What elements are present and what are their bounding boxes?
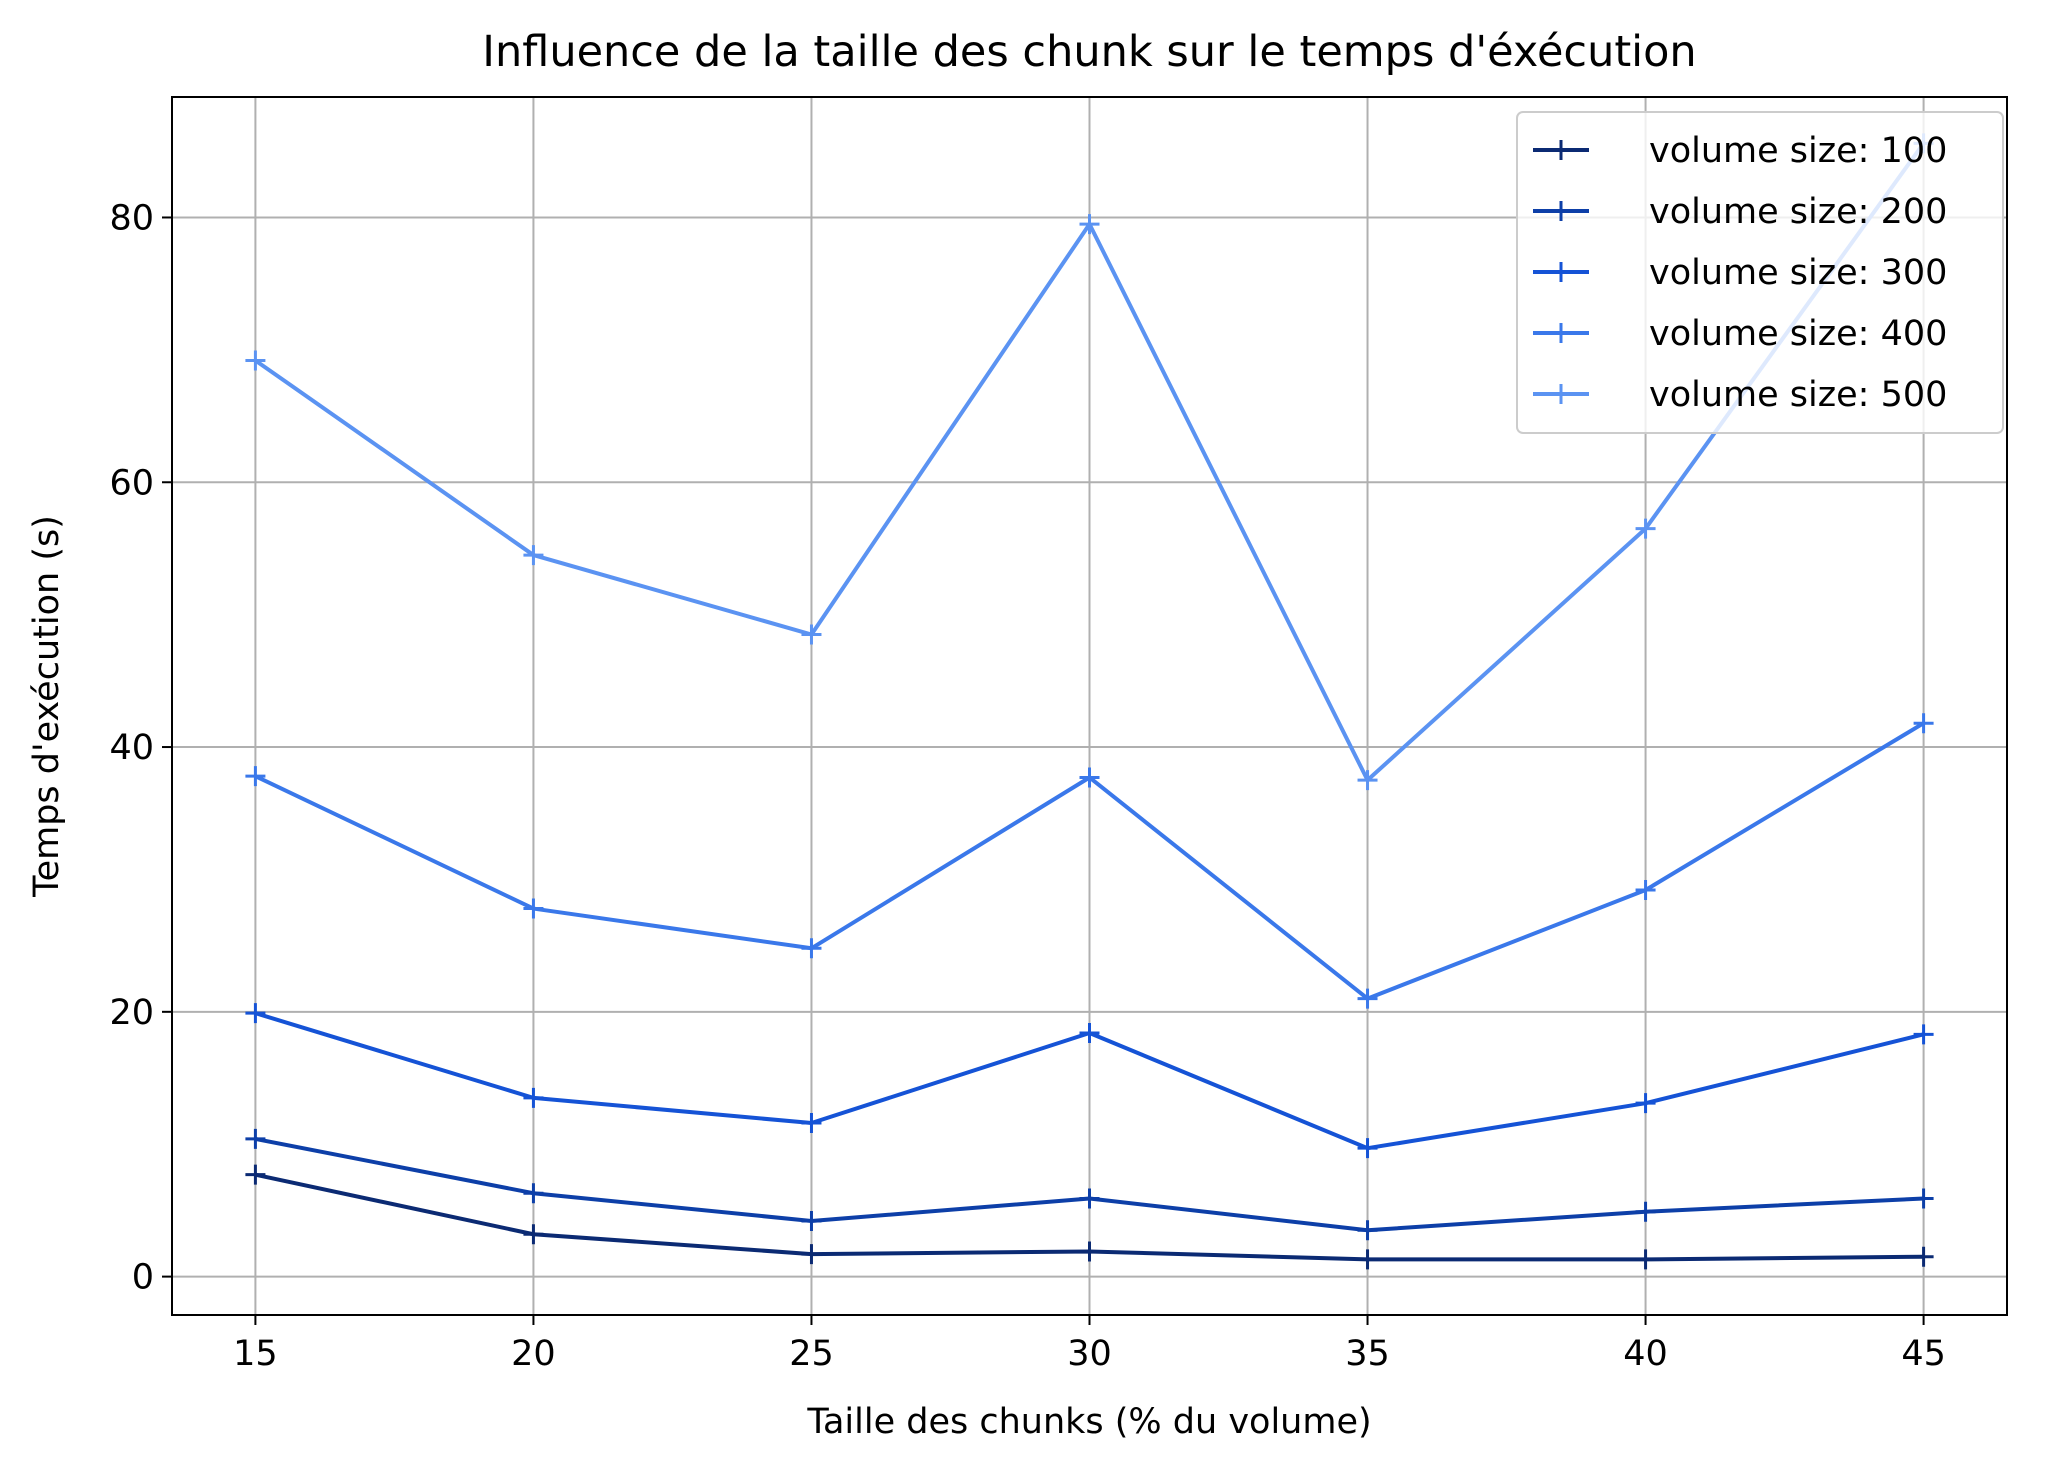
- legend-box: [1516, 111, 2004, 434]
- data-point-marker: [801, 1113, 822, 1134]
- data-point-marker: [1357, 988, 1378, 1009]
- y-tick-label: 40: [109, 728, 154, 768]
- legend-label: volume size: 400: [1649, 314, 1947, 354]
- data-point-marker: [1635, 1249, 1656, 1270]
- data-point-marker: [1635, 1201, 1656, 1222]
- legend: volume size: 100 volume size: 200 volume s…: [1516, 111, 2004, 434]
- x-tick-label: 15: [233, 1334, 278, 1374]
- data-point-marker: [1079, 1188, 1100, 1209]
- x-tick-label: 25: [789, 1334, 834, 1374]
- data-point-marker: [1357, 1220, 1378, 1241]
- data-point-marker: [245, 766, 266, 787]
- data-point-marker: [1357, 1138, 1378, 1159]
- data-point-marker: [1079, 1241, 1100, 1262]
- data-point-marker: [523, 545, 544, 566]
- y-tick-label: 60: [109, 463, 154, 503]
- data-point-marker: [801, 1211, 822, 1231]
- data-point-marker: [245, 1003, 266, 1024]
- data-point-marker: [1635, 518, 1656, 539]
- series-lines: [245, 133, 1934, 1270]
- legend-label: volume size: 300: [1649, 253, 1947, 293]
- data-point-marker: [523, 1183, 544, 1204]
- data-point-marker: [245, 350, 266, 371]
- data-point-marker: [1635, 880, 1656, 901]
- chart-title: Influence de la taille des chunk sur le …: [482, 27, 1696, 77]
- grid-lines: [172, 97, 2007, 1315]
- data-point-marker: [801, 624, 822, 645]
- legend-label: volume size: 200: [1649, 192, 1947, 232]
- x-tick-label: 45: [1901, 1334, 1946, 1374]
- x-axis-label: Taille des chunks (% du volume): [806, 1402, 1371, 1442]
- legend-label: volume size: 500: [1649, 375, 1947, 415]
- series-volume-1: [245, 1164, 1934, 1270]
- x-tick-label: 35: [1345, 1334, 1390, 1374]
- data-point-marker: [245, 1164, 266, 1185]
- data-point-marker: [1079, 767, 1100, 788]
- x-tick-label: 20: [511, 1334, 556, 1374]
- series-volume-4: [245, 713, 1934, 1009]
- legend-marker: [1551, 384, 1571, 404]
- legend-entry: volume size: 200: [1533, 192, 1947, 232]
- data-point-marker: [1913, 1024, 1934, 1045]
- legend-marker: [1551, 262, 1571, 282]
- legend-marker: [1551, 140, 1571, 160]
- legend-entry: volume size: 500: [1533, 375, 1947, 415]
- data-point-marker: [1357, 1249, 1378, 1270]
- y-tick-label: 80: [109, 198, 154, 238]
- data-point-marker: [1635, 1093, 1656, 1114]
- legend-entry: volume size: 100: [1533, 131, 1947, 171]
- series-volume-3: [245, 1003, 1934, 1159]
- legend-marker: [1551, 201, 1571, 221]
- data-point-marker: [801, 1244, 822, 1265]
- legend-entry: volume size: 300: [1533, 253, 1947, 293]
- data-point-marker: [523, 1224, 544, 1245]
- data-point-marker: [801, 938, 822, 959]
- axis-ticks: 15 20 25 30 35 40 45 0 20 40 60 80: [109, 198, 1945, 1374]
- y-tick-label: 20: [109, 993, 154, 1033]
- y-axis-label: Temps d'exécution (s): [27, 515, 67, 898]
- series-volume-2: [245, 1128, 1934, 1241]
- data-point-marker: [1913, 713, 1934, 734]
- y-tick-label: 0: [132, 1258, 154, 1298]
- legend-entry: volume size: 400: [1533, 314, 1947, 354]
- legend-marker: [1551, 323, 1571, 343]
- data-point-marker: [523, 898, 544, 919]
- data-point-marker: [1079, 214, 1100, 235]
- data-point-marker: [1913, 1246, 1934, 1267]
- x-tick-label: 40: [1623, 1334, 1668, 1374]
- legend-label: volume size: 100: [1649, 131, 1947, 171]
- data-point-marker: [523, 1087, 544, 1108]
- data-point-marker: [1357, 770, 1378, 791]
- data-point-marker: [1079, 1023, 1100, 1044]
- x-tick-label: 30: [1067, 1334, 1112, 1374]
- data-point-marker: [1913, 1188, 1934, 1209]
- data-point-marker: [245, 1128, 266, 1149]
